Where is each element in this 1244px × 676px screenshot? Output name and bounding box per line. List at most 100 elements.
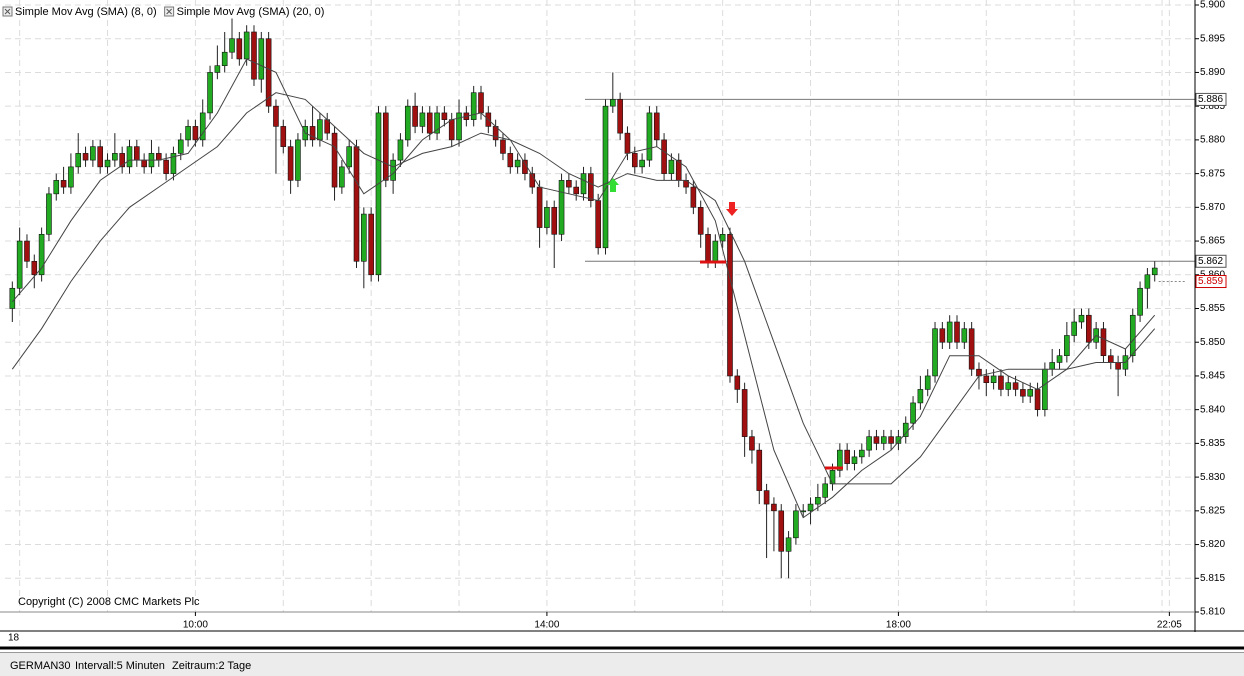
legend-label: Simple Mov Avg (SMA) (8, 0): [15, 6, 157, 18]
candle-body: [551, 207, 558, 235]
sma-line: [11, 58, 1156, 519]
candle-body: [807, 503, 814, 512]
candle-body: [624, 132, 631, 154]
candle-body: [75, 153, 82, 168]
period: Zeitraum:2 Tage: [172, 660, 252, 672]
candle-body: [990, 375, 997, 383]
legend-close-icon: [166, 8, 172, 15]
candle-body: [873, 436, 880, 444]
candle-body: [727, 234, 733, 377]
candle-body: [500, 139, 506, 154]
candle-body: [346, 146, 352, 168]
candle-body: [31, 260, 38, 276]
candle-body: [448, 119, 455, 141]
y-tick-label: 5.850: [1200, 337, 1225, 348]
candle-body: [470, 92, 477, 120]
candle-body: [361, 213, 367, 262]
candle-body: [1049, 362, 1055, 370]
price-label-box: [1195, 92, 1227, 106]
candle-body: [924, 375, 931, 390]
candle-body: [837, 449, 843, 471]
candle-body: [1071, 321, 1077, 336]
candle-body: [1005, 382, 1012, 390]
candle-body: [983, 375, 990, 383]
candle-body: [976, 368, 982, 377]
candle-body: [126, 146, 133, 168]
x-tick-label: 22:05: [1157, 620, 1182, 631]
candle-body: [917, 389, 924, 404]
candle-body: [529, 173, 536, 188]
candle-body: [690, 186, 697, 208]
candle-body: [573, 186, 580, 195]
x-tick-label: 10:00: [183, 620, 208, 631]
price-label-box: [1195, 254, 1227, 268]
y-tick-label: 5.865: [1200, 236, 1225, 247]
y-tick-label: 5.860: [1200, 269, 1225, 280]
x-tick-label: 18:00: [886, 620, 911, 631]
candle-body: [192, 126, 199, 141]
candle-body: [1086, 314, 1092, 343]
sma-line: [11, 92, 1156, 485]
candle-body: [339, 166, 345, 188]
candle-body: [1020, 389, 1026, 397]
candle-body: [1137, 287, 1143, 316]
y-tick-label: 5.830: [1200, 472, 1225, 483]
candle-body: [851, 456, 858, 464]
candle-body: [822, 483, 828, 498]
sell-arrow: [726, 202, 738, 216]
candle-body: [38, 234, 45, 276]
candle-body: [397, 139, 404, 161]
y-tick-label: 5.820: [1200, 539, 1225, 550]
y-tick-label: 5.890: [1200, 67, 1225, 78]
candle-body: [514, 159, 521, 168]
candle-body: [800, 510, 807, 513]
legend: Simple Mov Avg (SMA) (8, 0) Simple Mov Av…: [2, 6, 324, 18]
date-label: 18: [8, 633, 20, 644]
candle-body: [155, 153, 162, 161]
candle-body: [705, 234, 711, 262]
candle-body: [60, 180, 67, 188]
candle-body: [243, 31, 250, 60]
candle-body: [544, 207, 550, 228]
candle-body: [815, 497, 821, 505]
candle-body: [829, 470, 836, 485]
candle-body: [1056, 355, 1063, 363]
candle-body: [1107, 355, 1114, 363]
candle-body: [177, 139, 184, 154]
candle-body: [661, 139, 667, 174]
candle-body: [331, 132, 338, 188]
candle-body: [97, 146, 103, 168]
candle-body: [353, 146, 360, 262]
candle-body: [90, 146, 96, 161]
candle-body: [236, 38, 243, 60]
x-tick-label: 14:00: [534, 620, 559, 631]
y-tick-label: 5.900: [1200, 0, 1225, 11]
candle-body: [749, 436, 755, 451]
instrument: GERMAN30: [10, 660, 71, 672]
candle-body: [771, 503, 777, 512]
candle-body: [478, 92, 484, 114]
candle-body: [404, 105, 411, 141]
price-label: 5.862: [1198, 256, 1223, 267]
candle-body: [617, 99, 623, 134]
candle-body: [287, 146, 294, 181]
candle-body: [1042, 368, 1048, 410]
candle-body: [112, 153, 118, 161]
candle-body: [639, 159, 645, 168]
candle-body: [954, 321, 960, 343]
candle-body: [273, 105, 279, 127]
plot: [9, 18, 1195, 579]
candle-body: [1151, 267, 1158, 276]
candle-body: [1078, 314, 1085, 323]
candle-body: [434, 112, 440, 134]
candle-body: [998, 375, 1004, 390]
candle-body: [646, 112, 653, 161]
buy-arrow: [607, 178, 619, 192]
price-label: 5.886: [1198, 94, 1223, 105]
candle-body: [858, 449, 865, 458]
y-tick-label: 5.810: [1200, 607, 1225, 618]
candle-body: [207, 72, 213, 114]
candle-body: [170, 153, 177, 174]
candle-body: [119, 153, 125, 168]
